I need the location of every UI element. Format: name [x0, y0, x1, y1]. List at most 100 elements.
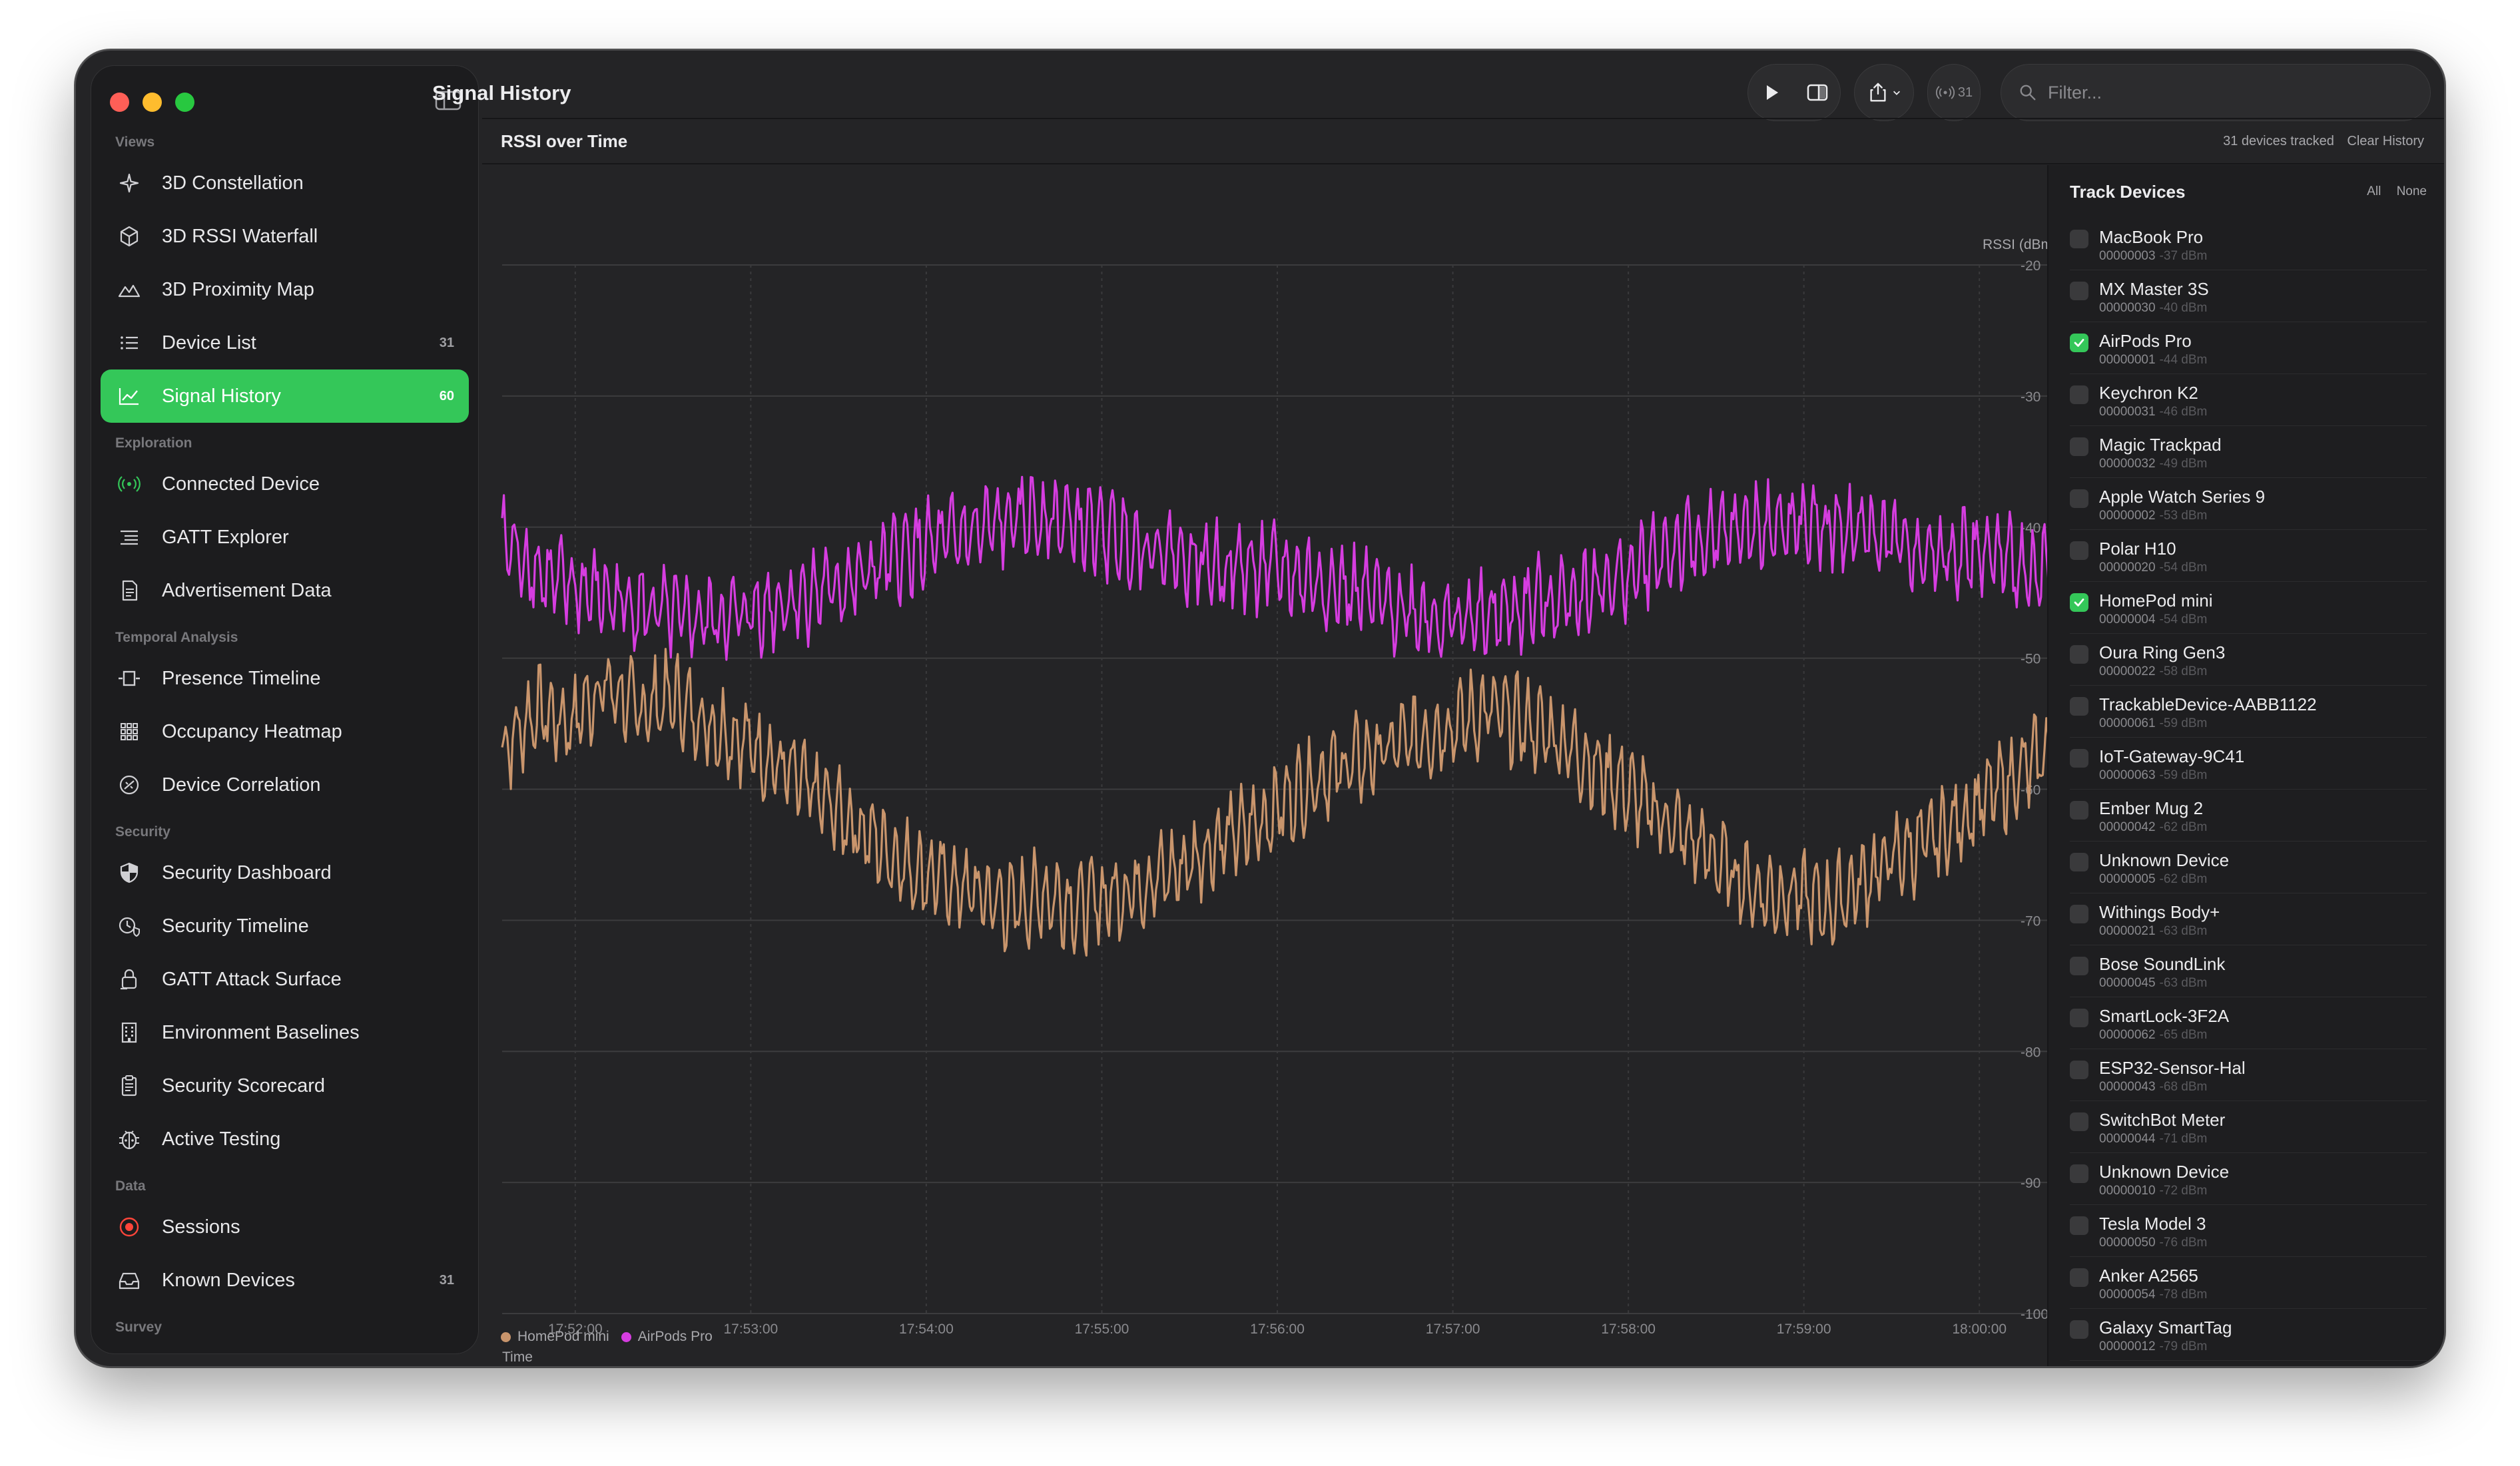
sidebar-item-sessions[interactable]: Sessions [101, 1200, 469, 1254]
track-checkbox[interactable] [2070, 593, 2088, 612]
document-icon [115, 577, 143, 605]
track-checkbox[interactable] [2070, 437, 2088, 456]
device-row[interactable]: Bose SoundLink 00000045 -63 dBm [2070, 945, 2427, 997]
track-checkbox[interactable] [2070, 1112, 2088, 1131]
device-id: 00000042 [2099, 820, 2156, 834]
track-checkbox[interactable] [2070, 697, 2088, 716]
sidebar-item-label: GATT Explorer [162, 526, 289, 548]
track-checkbox[interactable] [2070, 801, 2088, 820]
track-checkbox[interactable] [2070, 905, 2088, 923]
sidebar-item-environment-baselines[interactable]: Environment Baselines [101, 1006, 469, 1059]
play-button[interactable] [1748, 64, 1794, 121]
minimize-window-button[interactable] [143, 93, 162, 112]
y-tick-label: -70 [2021, 913, 2041, 929]
sidebar-item-3d-proximity-map[interactable]: 3D Proximity Map [101, 263, 469, 316]
track-checkbox[interactable] [2070, 853, 2088, 871]
device-row[interactable]: AirPods Pro 00000001 -44 dBm [2070, 322, 2427, 374]
device-row[interactable]: Keychron K2 00000031 -46 dBm [2070, 374, 2427, 426]
filter-input[interactable] [2048, 82, 2421, 103]
device-row[interactable]: Galaxy SmartTag 00000012 -79 dBm [2070, 1309, 2427, 1361]
device-row[interactable]: MacBook Pro 00000003 -37 dBm [2070, 218, 2427, 270]
sidebar-item-presence-timeline[interactable]: Presence Timeline [101, 652, 469, 705]
sidebar-item-device-list[interactable]: Device List 31 [101, 316, 469, 369]
device-name: Magic Trackpad [2099, 435, 2222, 455]
lock-icon [115, 965, 143, 993]
device-row[interactable]: Unknown Device 00000005 -62 dBm [2070, 842, 2427, 893]
select-none-button[interactable]: None [2396, 184, 2427, 198]
device-name: TrackableDevice-AABB1122 [2099, 694, 2317, 714]
sidebar-item-security-timeline[interactable]: Security Timeline [101, 899, 469, 953]
sidebar-item-3d-constellation[interactable]: 3D Constellation [101, 156, 469, 210]
sidebar-item-label: Security Scorecard [162, 1075, 325, 1097]
track-checkbox[interactable] [2070, 645, 2088, 664]
track-checkbox[interactable] [2070, 1009, 2088, 1027]
device-count-button[interactable]: 31 [1927, 64, 1981, 121]
device-row[interactable]: Tesla Model 3 00000050 -76 dBm [2070, 1205, 2427, 1257]
device-meta: 00000012 -79 dBm [2099, 1338, 2232, 1355]
sidebar-item-signal-history[interactable]: Signal History 60 [101, 369, 469, 423]
sidebar-item-label: Security Timeline [162, 915, 309, 937]
device-row[interactable]: TrackableDevice-AABB1122 00000061 -59 dBm [2070, 686, 2427, 738]
sidebar-item-security-scorecard[interactable]: Security Scorecard [101, 1059, 469, 1112]
device-name: HomePod mini [2099, 591, 2213, 611]
track-devices-panel: Track Devices All None MacBook Pro 000000… [2047, 165, 2444, 1366]
panel-title: Track Devices [2070, 181, 2186, 202]
device-name: Galaxy SmartTag [2099, 1318, 2232, 1338]
device-row[interactable]: HomePod mini 00000004 -54 dBm [2070, 582, 2427, 634]
clear-history-button[interactable]: Clear History [2347, 133, 2424, 148]
device-row[interactable]: Ember Mug 2 00000042 -62 dBm [2070, 790, 2427, 842]
sidebar-item-label: Advertisement Data [162, 579, 332, 601]
device-row[interactable]: SmartLock-3F2A 00000062 -65 dBm [2070, 997, 2427, 1049]
device-row[interactable]: ESP32-Sensor-Hal 00000043 -68 dBm [2070, 1049, 2427, 1101]
sidebar-item-count: 31 [439, 1272, 454, 1288]
device-row[interactable]: Magic Trackpad 00000032 -49 dBm [2070, 426, 2427, 478]
sidebar-item-device-correlation[interactable]: Device Correlation [101, 758, 469, 812]
track-checkbox[interactable] [2070, 230, 2088, 248]
sidebar-item-security-dashboard[interactable]: Security Dashboard [101, 846, 469, 899]
sidebar-item-3d-rssi-waterfall[interactable]: 3D RSSI Waterfall [101, 210, 469, 263]
sidebar-item-count: 60 [439, 388, 454, 403]
track-checkbox[interactable] [2070, 541, 2088, 560]
track-checkbox[interactable] [2070, 385, 2088, 404]
select-all-button[interactable]: All [2367, 184, 2381, 198]
zoom-window-button[interactable] [175, 93, 194, 112]
split-view-button[interactable] [1794, 64, 1840, 121]
sidebar-item-gatt-attack-surface[interactable]: GATT Attack Surface [101, 953, 469, 1006]
track-checkbox[interactable] [2070, 1320, 2088, 1339]
device-row[interactable]: Unknown Device 00000010 -72 dBm [2070, 1153, 2427, 1205]
sidebar-item-connected-device[interactable]: Connected Device [101, 457, 469, 511]
device-name: Unknown Device [2099, 850, 2230, 870]
sidebar-item-advertisement-data[interactable]: Advertisement Data [101, 564, 469, 617]
sidebar-item-label: Known Devices [162, 1269, 295, 1291]
device-row[interactable]: MX Master 3S 00000030 -40 dBm [2070, 270, 2427, 322]
close-window-button[interactable] [110, 93, 129, 112]
device-row[interactable]: Oura Ring Gen3 00000022 -58 dBm [2070, 634, 2427, 686]
track-checkbox[interactable] [2070, 1164, 2088, 1183]
track-checkbox[interactable] [2070, 282, 2088, 300]
track-checkbox[interactable] [2070, 489, 2088, 508]
track-checkbox[interactable] [2070, 749, 2088, 768]
device-row[interactable]: IoT-Gateway-9C41 00000063 -59 dBm [2070, 738, 2427, 790]
filter-field[interactable] [2001, 64, 2431, 121]
device-row[interactable]: Apple Watch Series 9 00000002 -53 dBm [2070, 478, 2427, 530]
sidebar-item-gatt-explorer[interactable]: GATT Explorer [101, 511, 469, 564]
sidebar-item-known-devices[interactable]: Known Devices 31 [101, 1254, 469, 1307]
sidebar-item-active-testing[interactable]: Active Testing [101, 1112, 469, 1166]
device-row[interactable]: Withings Body+ 00000021 -63 dBm [2070, 893, 2427, 945]
device-row[interactable]: Polar H10 00000020 -54 dBm [2070, 530, 2427, 582]
share-menu-button[interactable] [1854, 64, 1914, 121]
track-checkbox[interactable] [2070, 957, 2088, 975]
device-id: 00000001 [2099, 353, 2156, 367]
track-checkbox[interactable] [2070, 334, 2088, 352]
device-rssi: -72 dBm [2159, 1184, 2208, 1198]
device-row[interactable]: Anker A2565 00000054 -78 dBm [2070, 1257, 2427, 1309]
track-checkbox[interactable] [2070, 1061, 2088, 1079]
device-meta: 00000001 -44 dBm [2099, 352, 2207, 369]
sidebar-toggle-icon[interactable] [435, 90, 462, 111]
track-checkbox[interactable] [2070, 1268, 2088, 1287]
device-row[interactable]: SwitchBot Meter 00000044 -71 dBm [2070, 1101, 2427, 1153]
track-checkbox[interactable] [2070, 1216, 2088, 1235]
device-meta: 00000004 -54 dBm [2099, 611, 2213, 628]
device-meta: 00000063 -59 dBm [2099, 767, 2244, 784]
sidebar-item-occupancy-heatmap[interactable]: Occupancy Heatmap [101, 705, 469, 758]
